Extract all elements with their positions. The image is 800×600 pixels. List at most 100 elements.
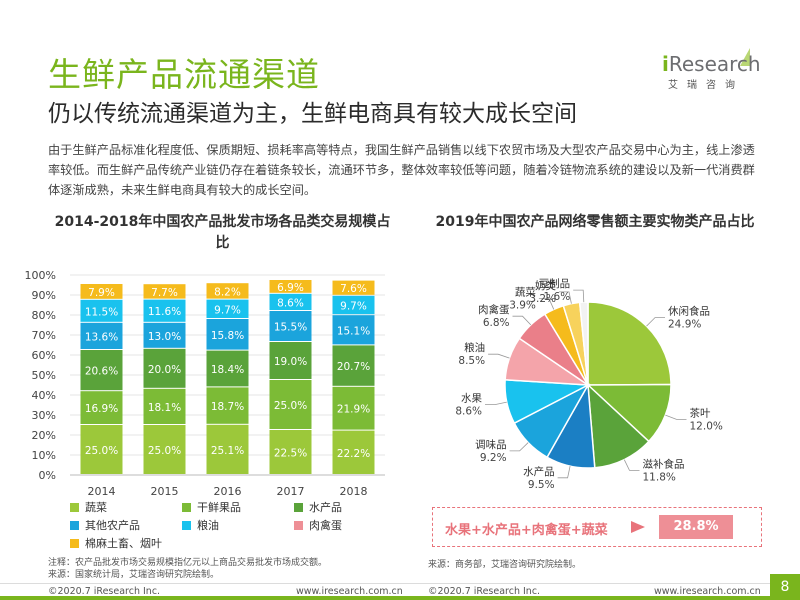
pie-chart-title: 2019年中国农产品网络零售额主要实物类产品占比 (435, 214, 755, 230)
legend-swatch (70, 539, 79, 548)
pie-value-label: 11.8% (643, 471, 676, 483)
legend-swatch (182, 521, 191, 530)
footer-copyright-right: ©2020.7 iResearch Inc. (428, 586, 541, 597)
bar-data-label: 20.6% (85, 366, 118, 378)
footer-brand-bar (0, 596, 800, 600)
pie-leader-line (557, 466, 571, 479)
pie-slice (587, 301, 672, 386)
legend-item: 蔬菜 (70, 500, 107, 516)
bar-segment (143, 322, 186, 348)
bar-segment (80, 350, 123, 391)
pie-category-label: 豆制品 (539, 277, 571, 290)
pie-value-label: 9.5% (528, 479, 555, 491)
highlight-box: 水果+水产品+肉禽蛋+蔬菜 28.8% (432, 507, 762, 547)
y-tick-label: 100% (25, 269, 56, 282)
pie-chart-source: 来源：商务部，艾瑞咨询研究院绘制。 (428, 560, 582, 570)
legend-item: 粮油 (182, 518, 219, 534)
bar-segment (332, 315, 375, 345)
bar-data-label: 25.0% (274, 400, 307, 412)
pie-value-label: 3.2% (529, 293, 556, 305)
bar-data-label: 18.1% (148, 402, 181, 414)
legend-label: 其他农产品 (85, 519, 140, 532)
legend-swatch (182, 503, 191, 512)
pie-leader-line (573, 289, 585, 303)
page-title: 生鲜产品流通渠道 (48, 55, 320, 94)
x-tick-label: 2016 (214, 485, 242, 498)
bar-segment (269, 293, 312, 310)
bar-segment (206, 319, 249, 350)
note-line-2: 来源：国家统计局，艾瑞咨询研究院绘制。 (48, 570, 220, 580)
bar-data-label: 15.5% (274, 322, 307, 334)
x-tick-label: 2015 (151, 485, 179, 498)
legend-swatch (70, 521, 79, 530)
pie-slice (586, 383, 672, 443)
y-tick-label: 60% (32, 349, 56, 362)
footer-divider (0, 583, 800, 584)
y-tick-label: 80% (32, 309, 56, 322)
logo-prefix: i (662, 52, 669, 76)
highlight-value: 28.8% (659, 515, 733, 539)
bar-segment (80, 425, 123, 474)
legend-item: 其他农产品 (70, 518, 140, 534)
footer-url-right[interactable]: www.iresearch.com.cn (654, 586, 761, 597)
bar-segment (332, 386, 375, 430)
bar-data-label: 15.8% (211, 330, 244, 342)
legend-swatch (70, 503, 79, 512)
pie-category-label: 水果 (461, 393, 482, 405)
pie-category-label: 调味品 (475, 439, 507, 451)
bar-segment (143, 284, 186, 299)
bar-data-label: 13.6% (85, 331, 118, 343)
pie-leader-line (665, 414, 687, 420)
pie-leader-line (646, 317, 665, 327)
bar-data-label: 21.9% (337, 404, 370, 416)
pie-category-label: 滋补食品 (643, 457, 685, 470)
legend-label: 肉禽蛋 (309, 519, 342, 532)
bar-segment (80, 322, 123, 349)
bar-segment (80, 391, 123, 424)
footer-copyright-left: ©2020.7 iResearch Inc. (48, 586, 161, 597)
x-tick-label: 2014 (88, 485, 116, 498)
bar-segment (143, 425, 186, 474)
pie-value-label: 9.2% (480, 452, 507, 464)
bar-segment (80, 299, 123, 322)
bar-data-label: 18.4% (211, 364, 244, 376)
legend-item: 水产品 (294, 500, 342, 516)
highlight-text: 水果+水产品+肉禽蛋+蔬菜 (445, 523, 608, 538)
bar-data-label: 7.9% (88, 287, 115, 299)
pie-value-label: 8.6% (455, 406, 482, 418)
legend-item: 肉禽蛋 (294, 518, 342, 534)
bar-segment (332, 280, 375, 295)
bar-data-label: 25.0% (85, 445, 118, 457)
bar-data-label: 11.5% (85, 306, 118, 318)
pie-category-label: 休闲食品 (668, 305, 710, 318)
logo-cn: 艾瑞咨询 (668, 80, 744, 91)
bar-segment (206, 283, 249, 299)
legend-label: 棉麻土畜、烟叶 (85, 537, 162, 550)
bar-segment (269, 280, 312, 293)
pie-category-label: 茶叶 (690, 406, 711, 419)
bar-segment (269, 430, 312, 474)
footer-url-left[interactable]: www.iresearch.com.cn (296, 586, 403, 597)
y-tick-label: 20% (32, 429, 56, 442)
bar-segment (206, 350, 249, 387)
page-number: 8 (770, 574, 800, 600)
bar-data-label: 9.7% (214, 304, 241, 316)
bar-chart-title: 2014-2018年中国农产品批发市场各品类交易规模占比 (54, 214, 391, 251)
pie-category-label: 肉禽蛋 (478, 303, 510, 316)
iresearch-logo: iResearch 艾瑞咨询 (660, 46, 761, 91)
bar-data-label: 22.5% (274, 448, 307, 460)
pie-value-label: 6.8% (483, 317, 510, 329)
pie-leader-line (559, 291, 572, 304)
bar-data-label: 15.1% (337, 325, 370, 337)
bar-segment (206, 299, 249, 318)
bar-data-label: 16.9% (85, 403, 118, 415)
legend-label: 干鲜果品 (197, 501, 241, 514)
bar-data-label: 20.0% (148, 364, 181, 376)
pie-leader-line (509, 442, 529, 452)
y-tick-label: 30% (32, 409, 56, 422)
bar-data-label: 25.0% (148, 445, 181, 457)
pie-leader-line (538, 298, 555, 310)
legend-swatch (294, 503, 303, 512)
bar-segment (206, 424, 249, 474)
bar-segment (269, 311, 312, 341)
